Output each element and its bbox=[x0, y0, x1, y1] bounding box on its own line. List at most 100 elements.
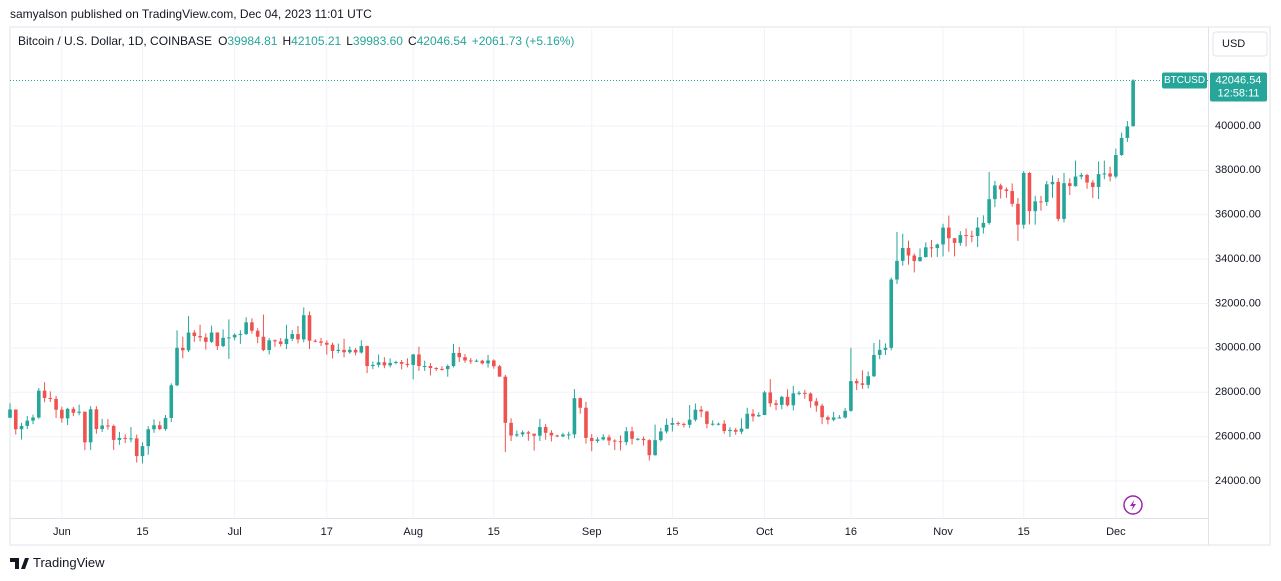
candle-body bbox=[1056, 181, 1061, 219]
candle-body bbox=[463, 357, 467, 361]
candle-body bbox=[572, 398, 577, 435]
candle-body bbox=[676, 423, 680, 425]
candle-body bbox=[330, 344, 335, 351]
candle-body bbox=[779, 396, 784, 405]
candle-body bbox=[664, 424, 669, 432]
candle-body bbox=[958, 235, 963, 243]
candle-body bbox=[607, 437, 611, 441]
candle-body bbox=[716, 423, 721, 425]
ohlc-value: 39983.60 bbox=[353, 34, 403, 48]
candle-body bbox=[342, 349, 346, 353]
candle-body bbox=[278, 341, 283, 345]
x-tick-label: 15 bbox=[136, 526, 148, 538]
grid bbox=[10, 27, 1208, 518]
candle-body bbox=[883, 347, 888, 350]
candle-body bbox=[296, 334, 300, 340]
candle-body bbox=[261, 336, 266, 351]
candle-body bbox=[751, 413, 755, 417]
candle-body bbox=[543, 427, 548, 433]
currency[interactable]: USD bbox=[1222, 38, 1245, 50]
candle-body bbox=[123, 437, 127, 439]
candle-body bbox=[417, 354, 421, 367]
candle-body bbox=[169, 385, 174, 418]
candle-body bbox=[1021, 172, 1026, 225]
candle-body bbox=[987, 199, 991, 223]
candle-body bbox=[1102, 173, 1107, 175]
candle-body bbox=[284, 338, 289, 345]
candle-body bbox=[399, 362, 404, 364]
candle-body bbox=[1039, 201, 1043, 203]
candle-body bbox=[1062, 183, 1066, 219]
candle-body bbox=[382, 362, 387, 366]
candle-body bbox=[970, 235, 974, 237]
candle-body bbox=[186, 332, 191, 351]
candle-body bbox=[532, 433, 536, 436]
candle-body bbox=[791, 393, 796, 406]
candle-body bbox=[687, 419, 692, 425]
candle-body bbox=[440, 368, 444, 370]
lightning-icon[interactable] bbox=[1123, 495, 1143, 515]
candle-body bbox=[837, 417, 842, 419]
candle-body bbox=[803, 392, 807, 394]
candle-body bbox=[1016, 203, 1020, 225]
candle-body bbox=[250, 322, 254, 331]
candle-body bbox=[843, 410, 847, 418]
x-tick-label: 16 bbox=[845, 526, 857, 538]
candle-body bbox=[630, 431, 634, 439]
candle-body bbox=[808, 393, 813, 402]
x-tick-label: 15 bbox=[1018, 526, 1030, 538]
candle-body bbox=[25, 420, 30, 426]
candle-body bbox=[682, 423, 686, 425]
candle-body bbox=[659, 431, 663, 441]
x-tick-label: Nov bbox=[933, 526, 953, 538]
candle-body bbox=[693, 409, 698, 420]
candle-body bbox=[60, 409, 64, 419]
candle-body bbox=[584, 407, 588, 438]
candle-body bbox=[146, 429, 151, 447]
candle-body bbox=[388, 362, 392, 366]
symbol-title: Bitcoin / U.S. Dollar, 1D, COINBASE bbox=[18, 34, 212, 48]
candle-body bbox=[595, 439, 600, 442]
candle-body bbox=[923, 247, 928, 258]
candle-body bbox=[641, 438, 646, 441]
candle-body bbox=[1125, 126, 1130, 138]
candle-body bbox=[209, 332, 214, 342]
brand-logo[interactable]: TradingView bbox=[10, 555, 105, 570]
brand-name[interactable]: TradingView bbox=[33, 555, 105, 570]
candle-body bbox=[728, 429, 732, 432]
currency-button[interactable] bbox=[1212, 31, 1268, 57]
candle-body bbox=[492, 360, 496, 367]
candle-body bbox=[192, 332, 197, 337]
candle-body bbox=[722, 423, 726, 432]
candle-body bbox=[163, 417, 168, 430]
candle-body bbox=[1096, 174, 1101, 187]
ohlc-label: L bbox=[346, 34, 353, 48]
candle-body bbox=[1091, 182, 1095, 187]
candle-body bbox=[8, 409, 12, 418]
candle-body bbox=[204, 337, 208, 342]
candle-body bbox=[486, 360, 490, 364]
candle-body bbox=[618, 441, 623, 443]
candle-body bbox=[42, 390, 47, 398]
candle-body bbox=[19, 425, 24, 430]
candle-body bbox=[860, 383, 865, 385]
x-tick-label: Jun bbox=[53, 526, 71, 538]
y-tick-label: 26000.00 bbox=[1215, 430, 1261, 442]
candle-body bbox=[65, 408, 70, 419]
candle-body bbox=[739, 428, 744, 432]
candle-body bbox=[1079, 174, 1084, 177]
candle-body bbox=[129, 438, 133, 440]
candle-body bbox=[1073, 176, 1078, 187]
candle-body bbox=[762, 392, 767, 416]
candle-body bbox=[445, 366, 450, 370]
candle-body bbox=[111, 425, 116, 440]
candle-body bbox=[710, 423, 715, 425]
candle-body bbox=[307, 315, 312, 341]
candle-body bbox=[797, 392, 801, 394]
candle-body bbox=[267, 340, 271, 351]
x-tick-label: 17 bbox=[321, 526, 333, 538]
y-tick-label: 24000.00 bbox=[1215, 475, 1261, 487]
candle-body bbox=[255, 330, 260, 337]
candle-body bbox=[549, 432, 554, 436]
candle-body bbox=[468, 360, 473, 362]
